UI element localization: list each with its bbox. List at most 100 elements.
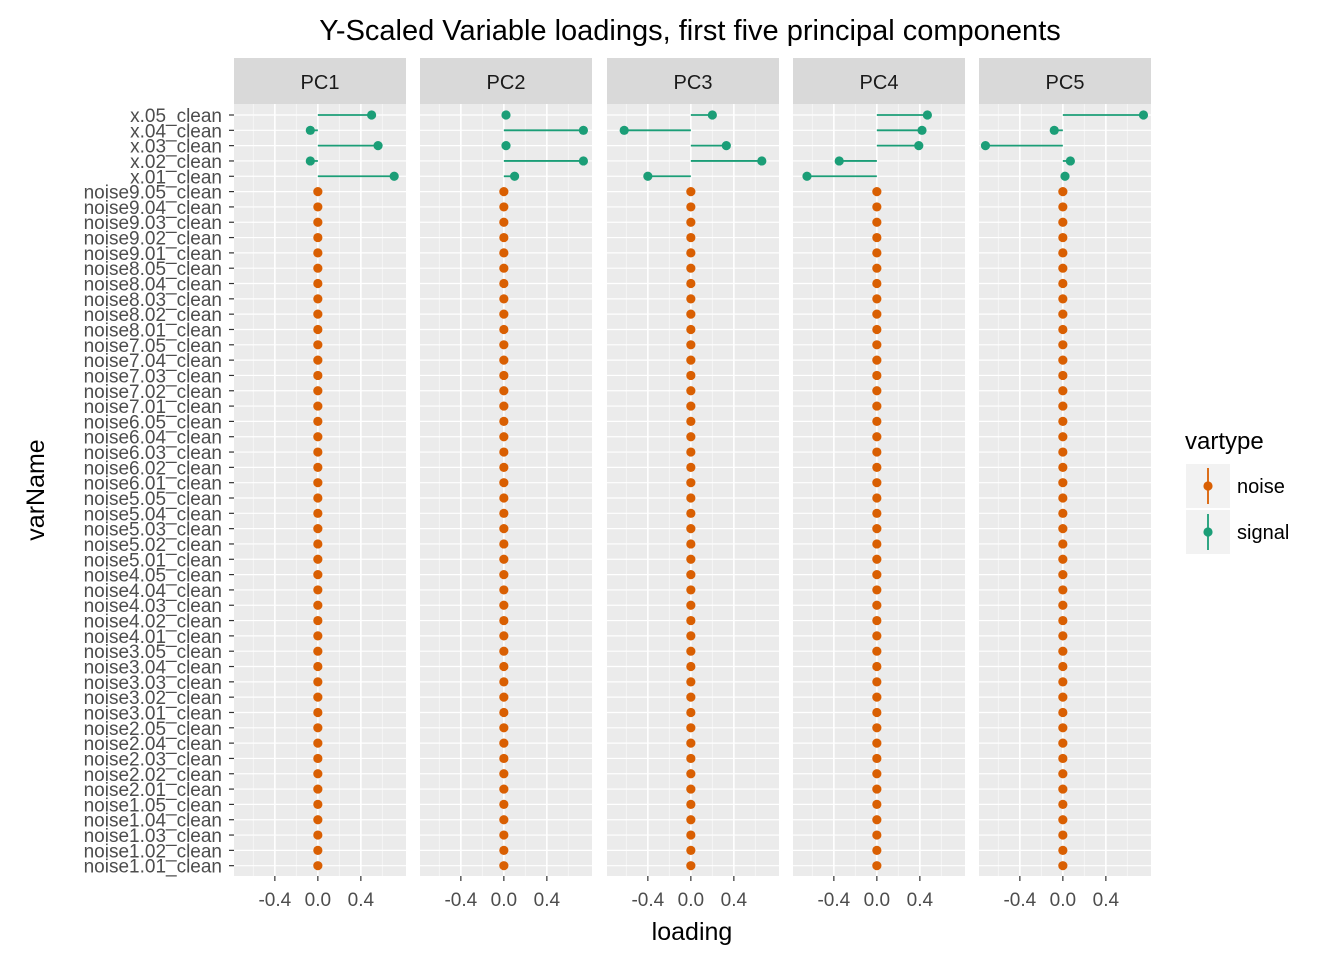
noise-point <box>872 707 882 718</box>
noise-point <box>872 661 882 672</box>
noise-point <box>872 524 882 534</box>
noise-point <box>499 600 509 610</box>
signal-point <box>501 141 511 151</box>
noise-point <box>872 738 882 748</box>
noise-point <box>1058 447 1068 457</box>
noise-point <box>872 447 882 457</box>
signal-point <box>922 110 932 120</box>
y-tick-label: noise2.02_clean <box>84 765 222 786</box>
noise-point <box>872 462 882 472</box>
facet-panel-pc3: PC3 -0.4 0.0 0.4 <box>607 58 779 911</box>
y-tick-label: noise5.01_clean <box>84 550 222 571</box>
noise-point <box>686 309 696 319</box>
noise-point <box>1058 677 1068 687</box>
noise-point <box>313 570 323 580</box>
x-tick-label: 0.0 <box>305 890 331 911</box>
noise-point <box>1058 845 1068 855</box>
noise-point <box>313 478 323 488</box>
noise-point <box>872 217 882 227</box>
noise-point <box>499 738 509 748</box>
noise-point <box>686 355 696 365</box>
noise-point <box>313 830 323 840</box>
y-tick-label: noise7.05_clean <box>84 336 222 357</box>
x-tick-label: 0.4 <box>348 890 375 911</box>
facet-panel-pc5: PC5 -0.4 0.0 0.4 <box>979 58 1151 911</box>
noise-point <box>686 815 696 825</box>
y-tick-label: noise7.02_clean <box>84 382 222 403</box>
facet-strip <box>607 58 779 104</box>
x-tick-label: 0.0 <box>864 890 890 911</box>
y-tick-label: noise7.04_clean <box>84 351 222 372</box>
noise-point <box>872 646 882 656</box>
noise-point <box>499 646 509 656</box>
noise-point <box>872 340 882 350</box>
noise-point <box>686 861 696 871</box>
noise-point <box>686 232 696 243</box>
noise-point <box>686 462 696 472</box>
noise-point <box>1058 861 1068 871</box>
noise-point <box>499 355 509 365</box>
noise-point <box>1058 278 1068 289</box>
noise-point <box>872 585 882 595</box>
noise-point <box>1058 554 1068 564</box>
signal-point <box>373 141 383 151</box>
noise-point <box>499 278 509 289</box>
y-axis-title: varName <box>22 439 50 540</box>
noise-point <box>313 784 323 794</box>
noise-point <box>499 401 509 411</box>
noise-point <box>313 692 323 702</box>
noise-point <box>1058 615 1068 626</box>
noise-point <box>499 692 509 702</box>
noise-point <box>499 570 509 580</box>
y-tick-label: x.03_clean <box>130 137 222 158</box>
noise-point <box>499 248 509 258</box>
noise-point <box>313 447 323 457</box>
y-tick-label: noise8.03_clean <box>84 290 222 311</box>
noise-point <box>686 615 696 626</box>
noise-point <box>686 723 696 733</box>
signal-point <box>509 171 520 181</box>
noise-point <box>872 309 882 319</box>
facet-strip-label: PC5 <box>1046 72 1085 94</box>
facet-strip-label: PC1 <box>301 72 340 94</box>
facet-panel-pc4: PC4 -0.4 0.0 0.4 <box>793 58 965 911</box>
noise-point <box>686 447 696 457</box>
signal-point <box>501 110 511 120</box>
noise-point <box>872 600 882 610</box>
noise-point <box>499 340 509 350</box>
noise-point <box>686 799 696 810</box>
noise-point <box>499 723 509 733</box>
legend-label: signal <box>1237 522 1289 544</box>
noise-point <box>872 386 882 396</box>
panel-background <box>979 104 1151 876</box>
noise-point <box>499 677 509 687</box>
noise-point <box>872 278 882 289</box>
legend-title: vartype <box>1185 428 1264 455</box>
noise-point <box>499 799 509 810</box>
noise-point <box>1058 815 1068 825</box>
noise-point <box>686 294 696 304</box>
signal-point <box>721 141 731 151</box>
noise-point <box>872 370 882 381</box>
noise-point <box>686 324 696 335</box>
y-axis: x.05_cleanx.04_cleanx.03_cleanx.02_clean… <box>84 106 234 878</box>
signal-point <box>707 110 717 120</box>
noise-point <box>313 738 323 748</box>
noise-point <box>1058 493 1068 503</box>
y-tick-label: noise6.05_clean <box>84 412 222 433</box>
noise-point <box>313 615 323 626</box>
signal-point <box>914 141 924 151</box>
signal-point <box>757 156 767 166</box>
x-tick-label: 0.4 <box>907 890 934 911</box>
noise-point <box>686 554 696 564</box>
legend-key-point <box>1203 527 1213 537</box>
noise-point <box>872 692 882 702</box>
signal-point <box>367 110 377 120</box>
noise-point <box>1058 340 1068 350</box>
y-tick-label: noise2.01_clean <box>84 780 222 801</box>
noise-point <box>499 493 509 503</box>
y-tick-label: noise9.05_clean <box>84 183 222 204</box>
noise-point <box>1058 508 1068 518</box>
x-tick-label: 0.0 <box>678 890 704 911</box>
